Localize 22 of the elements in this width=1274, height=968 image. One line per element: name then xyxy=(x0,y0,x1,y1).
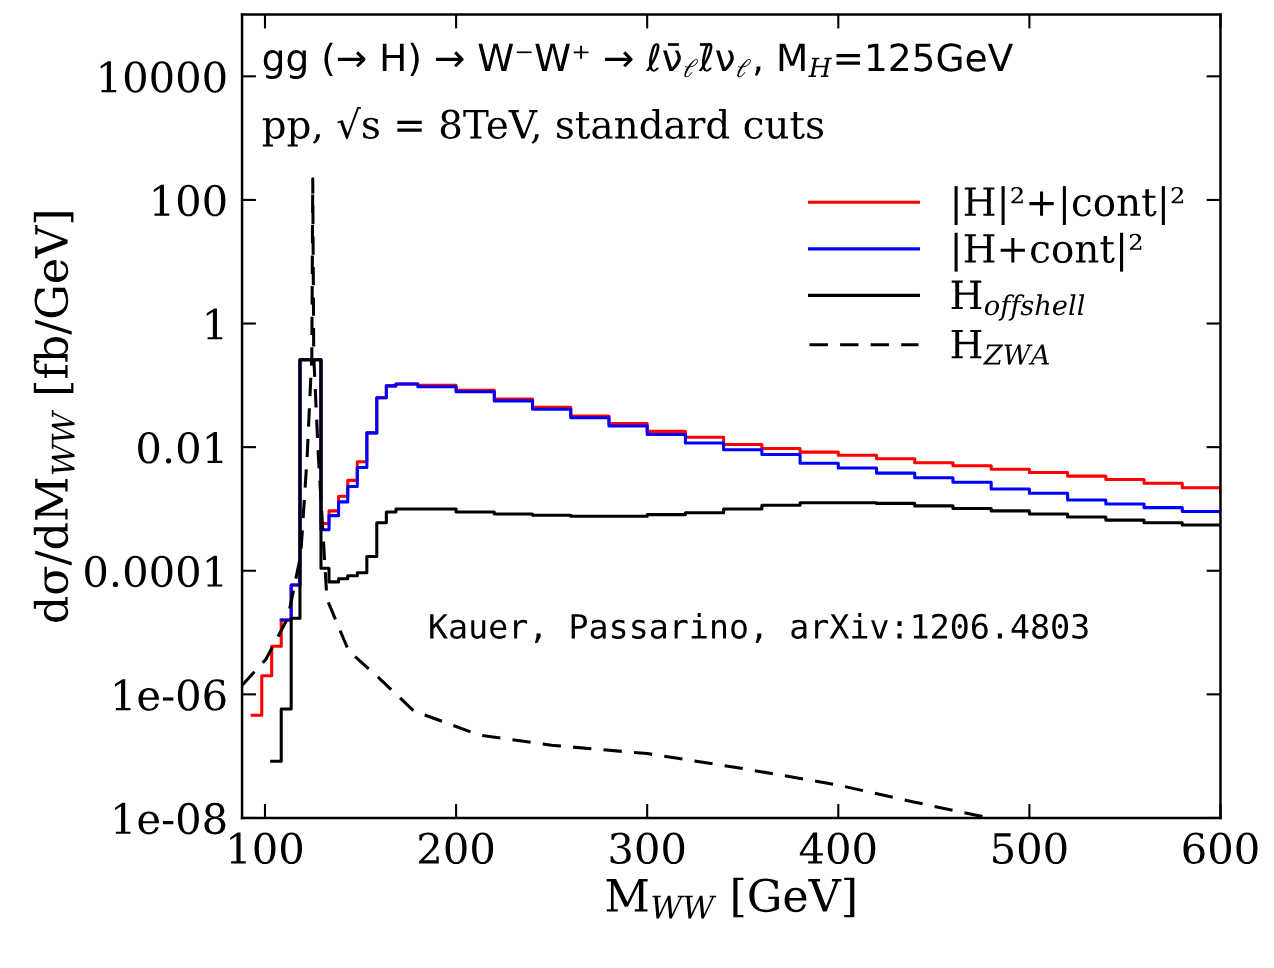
text: pp, √s = 8TeV, standard cuts xyxy=(262,106,824,147)
legend-label: H$_{offshell}$ xyxy=(951,280,1085,321)
y-axis-title: dσ/dM$_{WW}$ [fb/GeV] xyxy=(33,212,75,623)
legend-label: |H|²+|cont|² xyxy=(954,186,1184,225)
x-axis-title: M$_{WW}$ [GeV] xyxy=(606,877,855,919)
y-tick-label: 100 xyxy=(153,184,226,217)
y-tick-label: 1e-08 xyxy=(114,802,226,835)
y-tick-label: 10000 xyxy=(100,61,226,93)
x-tick-label: 500 xyxy=(993,832,1067,865)
y-tick-label: 1 xyxy=(206,308,223,340)
x-tick-label: 400 xyxy=(799,832,876,865)
x-tick-label: 100 xyxy=(230,832,302,865)
x-tick-label: 300 xyxy=(610,832,685,865)
legend-label: H$_{ZWA}$ xyxy=(951,329,1049,365)
y-tick-label: 1e-06 xyxy=(114,679,226,711)
y-tick-label: 0.0001 xyxy=(85,555,223,588)
x-tick-label: 200 xyxy=(419,832,494,865)
y-tick-label: 0.01 xyxy=(138,432,223,464)
annotation: Kauer, Passarino, arXiv:1206.4803 xyxy=(430,613,1088,644)
legend-label: |H+cont|² xyxy=(954,232,1142,272)
text: gg (→ H) → W⁻W⁺ → ℓν̄$_{ℓ}$ℓ̄ν$_{ℓ}$, M$_{H}$=125GeV xyxy=(263,42,1013,79)
x-tick-label: 600 xyxy=(1183,832,1258,865)
